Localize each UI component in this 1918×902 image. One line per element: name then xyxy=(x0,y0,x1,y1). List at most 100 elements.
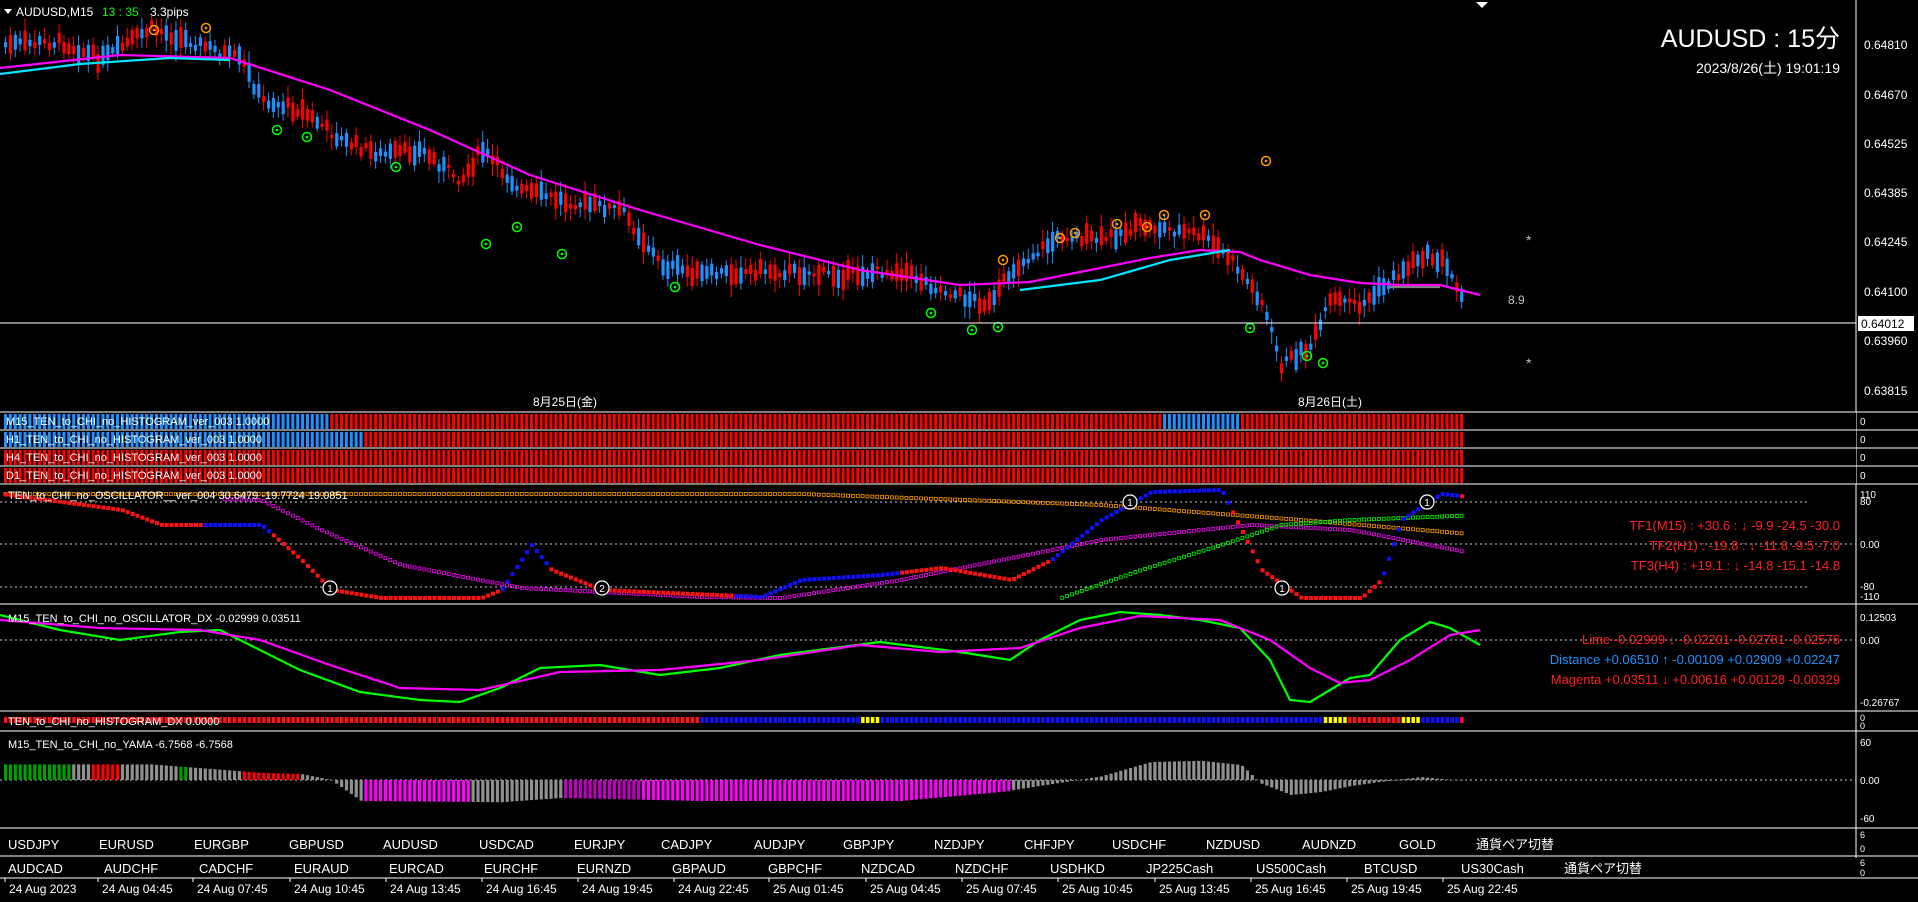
pair-button[interactable]: AUDUSD xyxy=(383,837,438,852)
histogram-bar xyxy=(646,450,650,465)
orange-osc-dot xyxy=(568,492,573,496)
menu-arrow-icon[interactable] xyxy=(4,9,12,14)
pair-button[interactable]: EURJPY xyxy=(574,837,626,852)
yama-bar xyxy=(622,780,626,800)
pair-button[interactable]: GBPCHF xyxy=(768,861,822,876)
pair-button[interactable]: GBPAUD xyxy=(672,861,726,876)
pair-button[interactable]: USDCAD xyxy=(479,837,534,852)
yama-bar xyxy=(305,775,310,780)
histogram-bar xyxy=(1299,414,1303,429)
yama-bar xyxy=(1245,770,1250,780)
chart-shift-icon[interactable] xyxy=(1476,2,1488,8)
pair-button[interactable]: EURAUD xyxy=(294,861,349,876)
pair-button[interactable]: BTCUSD xyxy=(1364,861,1417,876)
yama-bar xyxy=(237,771,241,780)
histogram-dx-square xyxy=(111,717,115,723)
pair-button[interactable]: GBPUSD xyxy=(289,837,344,852)
time-axis[interactable]: 24 Aug 2023 24 Aug 04:45 24 Aug 07:45 24 Au… xyxy=(4,878,1518,896)
pair-buttons-row2[interactable]: AUDCAD AUDCHF CADCHF EURAUD EURCAD EURCHF EURN… xyxy=(8,861,1642,876)
pair-button[interactable]: EURCAD xyxy=(389,861,444,876)
histogram-dx-panel[interactable]: TEN_to_CHI_no_HISTOGRAM_DX 0.0000 0 0 xyxy=(0,713,1918,732)
orange-osc-dot xyxy=(475,492,480,496)
candle-body xyxy=(1401,261,1405,279)
histogram-bar xyxy=(203,414,207,429)
pair-button[interactable]: USDHKD xyxy=(1050,861,1105,876)
yama-panel[interactable]: M15_TEN_to_CHI_no_YAMA -6.7568 -6.7568 6… xyxy=(0,738,1918,829)
main-price-panel[interactable]: AUDUSD,M15 13 : 35 3.3pips AUDUSD : 15分 … xyxy=(0,0,1856,412)
pair-button[interactable]: AUDNZD xyxy=(1302,837,1356,852)
main-osc-dot xyxy=(198,523,203,527)
candle-body xyxy=(86,44,90,62)
pair-button[interactable]: AUDCHF xyxy=(104,861,158,876)
dx-panel[interactable]: M15_TEN_to_CHI_no_OSCILLATOR_DX -0.02999… xyxy=(0,610,1918,712)
histogram-bar xyxy=(1387,468,1391,483)
pair-button[interactable]: EURCHF xyxy=(484,861,538,876)
price-tick: 0.64100 xyxy=(1864,285,1908,299)
histogram-bar xyxy=(710,450,714,465)
histogram-strips[interactable]: M15_TEN_to_CHI_no_HISTOGRAM_ver_003 1.00… xyxy=(0,411,1918,485)
purple-osc-dot xyxy=(300,518,305,523)
histogram-bar xyxy=(919,414,923,429)
orange-osc-dot xyxy=(383,492,388,496)
pair-buttons-row1[interactable]: USDJPY EURUSD EURGBP GBPUSD AUDUSD USDCAD EURJ… xyxy=(8,837,1554,852)
pair-button[interactable]: EURGBP xyxy=(194,837,249,852)
pair-button[interactable]: 通貨ペア切替 xyxy=(1564,861,1642,876)
histogram-dx-square xyxy=(1221,717,1225,723)
main-osc-dot xyxy=(851,574,856,579)
histogram-bar xyxy=(724,432,728,447)
orange-osc-dot xyxy=(924,496,928,501)
green-osc-dot xyxy=(1250,532,1255,537)
histogram-bar xyxy=(223,450,227,465)
pair-button[interactable]: EURNZD xyxy=(577,861,631,876)
main-osc-dot xyxy=(861,574,866,579)
green-osc-dot xyxy=(1230,539,1235,544)
orange-osc-dot xyxy=(685,492,690,496)
pair-button[interactable]: GBPJPY xyxy=(843,837,895,852)
histogram-bar xyxy=(232,414,236,429)
histogram-bar xyxy=(140,432,144,447)
pair-button[interactable]: NZDCHF xyxy=(955,861,1008,876)
pair-button[interactable]: USDCHF xyxy=(1112,837,1166,852)
candle-body xyxy=(632,227,636,235)
candle-body xyxy=(198,37,202,46)
histogram-dx-square xyxy=(1128,717,1133,723)
pair-button[interactable]: US30Cash xyxy=(1461,861,1524,876)
pair-button[interactable]: CADJPY xyxy=(661,837,713,852)
histogram-bar xyxy=(1450,432,1454,447)
pair-button[interactable]: USDJPY xyxy=(8,837,60,852)
sell-signal-marker xyxy=(1199,209,1211,221)
main-osc-dot xyxy=(310,568,315,573)
pair-button[interactable]: JP225Cash xyxy=(1146,861,1213,876)
histogram-bar xyxy=(797,414,801,429)
pair-button[interactable]: EURUSD xyxy=(99,837,154,852)
histogram-bar xyxy=(768,432,772,447)
yama-bar xyxy=(583,780,587,799)
pair-button[interactable]: US500Cash xyxy=(1256,861,1326,876)
histogram-bar xyxy=(349,450,353,465)
main-osc-dot xyxy=(1328,596,1333,600)
pair-button[interactable]: NZDJPY xyxy=(934,837,985,852)
candle-body xyxy=(797,267,802,285)
candle-body xyxy=(900,268,904,281)
histogram-bar xyxy=(1158,432,1162,447)
histogram-dx-square xyxy=(973,717,977,723)
histogram-bar xyxy=(1323,432,1327,447)
pair-button[interactable]: CADCHF xyxy=(199,861,253,876)
pair-button[interactable]: 通貨ペア切替 xyxy=(1476,837,1554,852)
pair-button[interactable]: CHFJPY xyxy=(1024,837,1075,852)
pair-button[interactable]: AUDCAD xyxy=(8,861,63,876)
yama-bar xyxy=(1143,763,1147,780)
pair-button[interactable]: NZDCAD xyxy=(861,861,915,876)
green-osc-dot xyxy=(1391,516,1396,521)
pair-button[interactable]: AUDJPY xyxy=(754,837,806,852)
histogram-bar xyxy=(447,414,451,429)
orange-osc-dot xyxy=(144,492,149,496)
histo-scale: 0 xyxy=(1860,471,1866,482)
green-osc-dot xyxy=(1386,516,1391,521)
pair-button[interactable]: NZDUSD xyxy=(1206,837,1260,852)
histogram-bar xyxy=(1143,450,1147,465)
pair-button[interactable]: GOLD xyxy=(1399,837,1436,852)
histogram-bar xyxy=(1284,450,1288,465)
